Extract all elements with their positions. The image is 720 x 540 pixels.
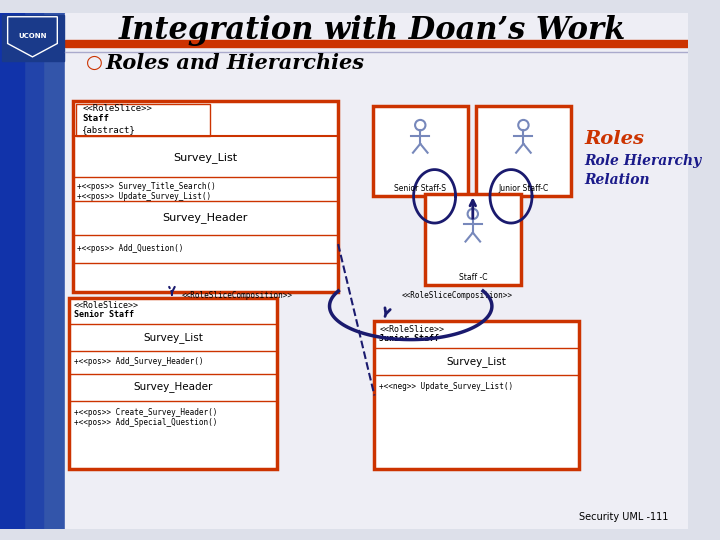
Text: Roles and Hierarchies: Roles and Hierarchies <box>105 52 364 72</box>
Text: +<<pos>> Create_Survey_Header(): +<<pos>> Create_Survey_Header() <box>73 408 217 417</box>
Text: +<<pos>> Add_Special_Question(): +<<pos>> Add_Special_Question() <box>73 418 217 427</box>
Text: <<RoleSlice>>: <<RoleSlice>> <box>73 301 138 310</box>
Bar <box>425 194 521 285</box>
Text: +<<pos>> Add_Question(): +<<pos>> Add_Question() <box>77 245 184 253</box>
Bar <box>0 13 43 529</box>
Polygon shape <box>8 17 58 57</box>
Bar <box>476 106 571 197</box>
Text: Senior Staff: Senior Staff <box>73 310 133 319</box>
Text: Integration with Doan’s Work: Integration with Doan’s Work <box>119 15 626 45</box>
Bar <box>0 13 65 529</box>
Text: {abstract}: {abstract} <box>82 125 136 134</box>
Text: Survey_List: Survey_List <box>143 332 203 343</box>
Text: Survey_List: Survey_List <box>174 152 238 163</box>
Bar <box>73 101 338 292</box>
Text: <<RoleSliceComposition>>: <<RoleSliceComposition>> <box>181 291 292 300</box>
Bar <box>65 39 688 48</box>
Text: Survey_List: Survey_List <box>446 356 507 367</box>
Bar <box>76 104 210 136</box>
Bar <box>69 298 277 469</box>
Text: Senior Staff-S: Senior Staff-S <box>395 184 446 193</box>
Text: Roles: Roles <box>585 130 644 148</box>
Text: Survey_Header: Survey_Header <box>163 212 248 223</box>
Text: Junior Staff-C: Junior Staff-C <box>498 184 549 193</box>
Text: <<RoleSliceComposition>>: <<RoleSliceComposition>> <box>401 291 512 300</box>
Text: Survey_Header: Survey_Header <box>133 381 212 392</box>
Text: +<<pos>> Add_Survey_Header(): +<<pos>> Add_Survey_Header() <box>73 357 203 366</box>
Text: Security UML -111: Security UML -111 <box>579 512 669 522</box>
Bar <box>372 106 468 197</box>
Text: <<RoleSlice>>: <<RoleSlice>> <box>82 104 152 113</box>
Text: UCONN: UCONN <box>18 33 47 39</box>
Bar <box>0 13 24 529</box>
Bar <box>2 15 64 60</box>
Text: ○: ○ <box>86 53 103 72</box>
Text: +<<pos>> Survey_Title_Search(): +<<pos>> Survey_Title_Search() <box>77 183 216 191</box>
Text: Staff -C: Staff -C <box>459 273 487 282</box>
Text: +<<neg>> Update_Survey_List(): +<<neg>> Update_Survey_List() <box>379 382 513 391</box>
Text: Role Hierarchy
Relation: Role Hierarchy Relation <box>585 154 702 187</box>
Text: Junior Staff: Junior Staff <box>379 334 439 343</box>
Text: <<RoleSlice>>: <<RoleSlice>> <box>379 325 444 334</box>
Bar <box>374 321 579 469</box>
Text: Staff: Staff <box>82 114 109 124</box>
Text: +<<pos>> Update_Survey_List(): +<<pos>> Update_Survey_List() <box>77 192 212 201</box>
